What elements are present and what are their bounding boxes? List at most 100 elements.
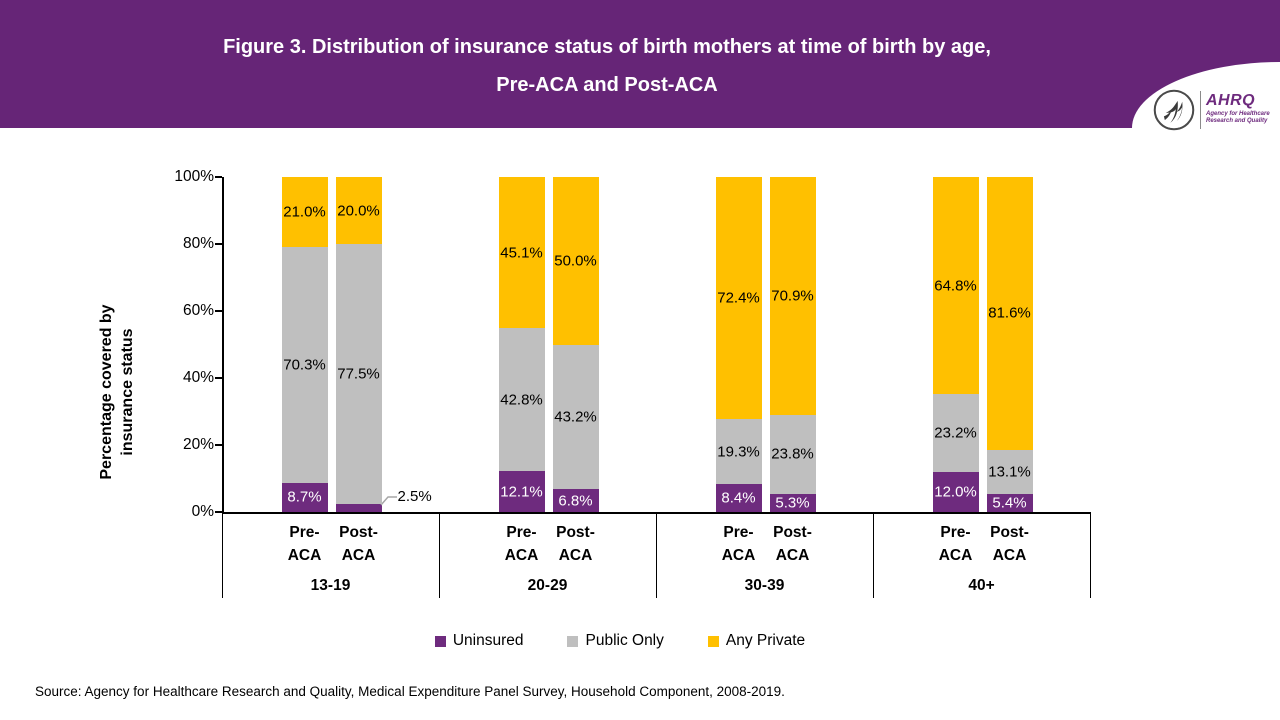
bar-segment-public-only <box>769 414 816 495</box>
bar-tick-line1: Post- <box>339 524 378 541</box>
bar-tick-line2: ACA <box>938 547 973 564</box>
bar-tick-line2: ACA <box>504 547 539 564</box>
bar-data-label: 12.1% <box>500 483 543 501</box>
bar-segment-uninsured <box>986 493 1033 512</box>
age-group-label: 13-19 <box>310 577 351 594</box>
bar-tick-line1: Post- <box>556 524 595 541</box>
bar-tick-label: Post- ACA <box>319 521 399 567</box>
bar-segment-uninsured <box>715 483 762 512</box>
legend-label: Uninsured <box>452 632 524 649</box>
source-note: Source: Agency for Healthcare Research a… <box>35 684 785 699</box>
bar-tick-line2: ACA <box>992 547 1027 564</box>
bar-data-label: 19.3% <box>717 443 760 461</box>
bar-tick-label: Pre- ACA <box>265 521 345 567</box>
bar-segment-public-only <box>552 344 599 490</box>
category-divider <box>439 512 440 598</box>
ahrq-logo: AHRQ Agency for Healthcare Research and … <box>1152 88 1280 136</box>
bar-segment-public-only <box>281 247 328 483</box>
ahrq-tagline-line2: Research and Quality <box>1206 118 1268 124</box>
y-tick-label: 40% <box>182 369 214 386</box>
legend-item: Any Private <box>707 632 806 650</box>
logo-divider <box>1200 91 1201 129</box>
y-tick-label: 0% <box>191 503 214 520</box>
y-axis-title-line1: Percentage covered by <box>98 304 115 480</box>
bar-data-label: 77.5% <box>337 365 380 383</box>
bar-data-label: 12.0% <box>934 483 977 501</box>
figure-title: Figure 3. Distribution of insurance stat… <box>0 28 1214 104</box>
bar-segment-uninsured <box>498 471 545 512</box>
bar-segment-uninsured <box>932 471 979 512</box>
y-axis-title-line2: insurance status <box>119 328 136 456</box>
bar-data-label: 70.3% <box>283 356 326 374</box>
ahrq-tagline: Agency for Healthcare Research and Quali… <box>1206 111 1270 125</box>
bar-segment-public-only <box>335 244 382 504</box>
bar-segment-uninsured <box>769 494 816 512</box>
y-tick-mark <box>215 377 222 379</box>
y-tick-mark <box>215 176 222 178</box>
bar-tick-line1: Pre- <box>506 524 537 541</box>
bar-data-label: 64.8% <box>934 277 977 295</box>
age-group-label: 20-29 <box>527 577 568 594</box>
bar-segment-any-private <box>281 177 328 248</box>
bar-tick-line2: ACA <box>775 547 810 564</box>
bar-data-label: 42.8% <box>500 391 543 409</box>
category-divider <box>1090 512 1091 598</box>
bar-data-label: 21.0% <box>283 203 326 221</box>
bar-data-label: 81.6% <box>988 304 1031 322</box>
bar-data-label: 13.1% <box>988 463 1031 481</box>
legend-label: Any Private <box>725 632 806 649</box>
bar-segment-any-private <box>769 177 816 415</box>
header-banner: Figure 3. Distribution of insurance stat… <box>0 0 1280 128</box>
bar-data-label: 70.9% <box>771 287 814 305</box>
age-group-label: 30-39 <box>744 577 785 594</box>
bar-tick-line2: ACA <box>341 547 376 564</box>
bar-tick-label: Post- ACA <box>970 521 1050 567</box>
bar-data-label: 72.4% <box>717 289 760 307</box>
hhs-eagle-icon <box>1153 89 1195 131</box>
bar-tick-line1: Pre- <box>289 524 320 541</box>
bar-tick-line2: ACA <box>721 547 756 564</box>
bar-data-label: 2.5% <box>397 487 432 505</box>
bar-segment-any-private <box>498 177 545 329</box>
figure-title-line1: Figure 3. Distribution of insurance stat… <box>223 36 991 58</box>
bar-data-label: 23.2% <box>934 424 977 442</box>
bar-data-label: 8.4% <box>721 489 756 507</box>
y-tick-label: 100% <box>174 168 214 185</box>
bar-data-label: 20.0% <box>337 202 380 219</box>
bar-data-label: 45.1% <box>500 244 543 262</box>
bar-segment-any-private <box>715 176 762 420</box>
bar-segment-any-private <box>986 176 1033 451</box>
legend-swatch <box>707 635 719 647</box>
bar-segment-any-private <box>335 177 382 244</box>
bar-segment-any-private <box>552 177 599 345</box>
age-group-label: 40+ <box>968 577 995 594</box>
bar-segment-uninsured <box>281 482 328 512</box>
y-tick-mark <box>215 310 222 312</box>
bar-data-label: 5.4% <box>992 494 1027 512</box>
y-axis-line <box>222 177 224 512</box>
legend-item: Public Only <box>567 632 664 650</box>
bar-data-label: 8.7% <box>287 488 322 506</box>
ahrq-wordmark: AHRQ <box>1206 92 1256 109</box>
bar-segment-uninsured <box>552 489 599 512</box>
figure-title-line2: Pre-ACA and Post-ACA <box>496 74 718 96</box>
y-tick-mark <box>215 243 222 245</box>
y-tick-label: 20% <box>182 436 214 453</box>
legend-item: Uninsured <box>434 632 524 650</box>
bar-tick-label: Post- ACA <box>536 521 616 567</box>
category-divider <box>222 512 223 598</box>
bar-segment-public-only <box>932 394 979 472</box>
legend-swatch <box>567 635 579 647</box>
bar-tick-label: Pre- ACA <box>482 521 562 567</box>
bar-tick-line1: Post- <box>773 524 812 541</box>
legend-swatch <box>434 635 446 647</box>
bar-tick-label: Pre- ACA <box>699 521 779 567</box>
bar-data-label: 23.8% <box>771 445 814 463</box>
legend-label: Public Only <box>585 632 664 649</box>
bar-data-label: 5.3% <box>775 494 810 512</box>
bar-data-label: 43.2% <box>554 408 597 426</box>
bar-data-label: 50.0% <box>554 252 597 270</box>
bar-tick-line2: ACA <box>558 547 593 564</box>
bar-segment-public-only <box>986 450 1033 494</box>
